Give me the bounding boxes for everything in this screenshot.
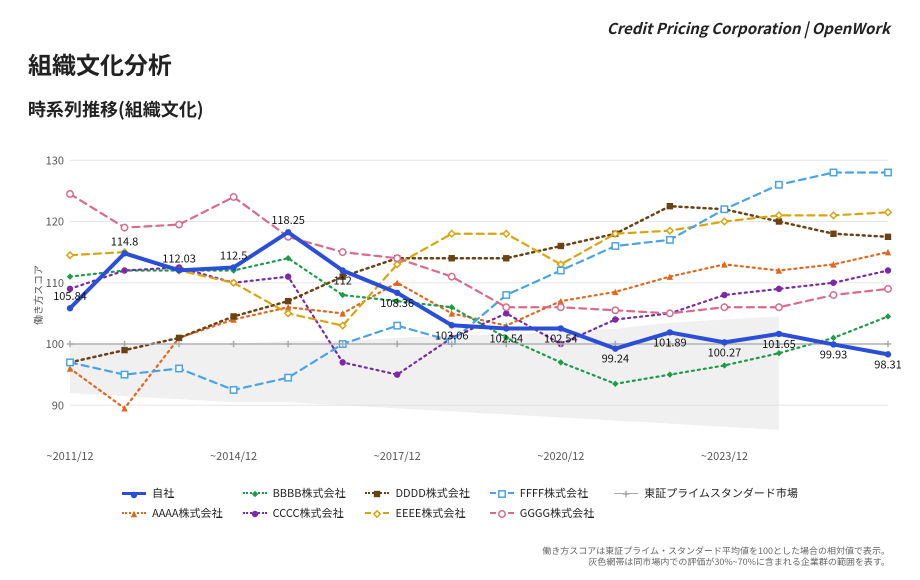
svg-text:105.84: 105.84 (53, 288, 87, 304)
legend-swatch (122, 492, 146, 495)
time-series-chart: 90100110120130~2011/12~2014/12~2017/12~2… (28, 140, 898, 470)
brand-text: Credit Pricing Corporation | OpenWork (607, 18, 890, 39)
svg-text:100: 100 (46, 336, 64, 352)
svg-text:~2014/12: ~2014/12 (210, 448, 257, 464)
svg-text:~2017/12: ~2017/12 (374, 448, 421, 464)
svg-text:~2020/12: ~2020/12 (537, 448, 584, 464)
svg-text:112.03: 112.03 (162, 250, 196, 266)
legend-label: BBBB株式会社 (273, 485, 346, 501)
svg-text:101.89: 101.89 (653, 334, 687, 350)
legend-item-own[interactable]: 自社 (122, 485, 222, 501)
svg-text:101.65: 101.65 (762, 336, 796, 352)
legend-item-eeee[interactable]: EEEE株式会社 (365, 505, 469, 521)
legend-label: 自社 (152, 485, 174, 501)
legend-label: GGGG株式会社 (520, 505, 594, 521)
legend-swatch (614, 493, 638, 494)
legend-item-ffff[interactable]: FFFF株式会社 (490, 485, 594, 501)
svg-text:108.36: 108.36 (380, 295, 414, 311)
svg-text:99.24: 99.24 (602, 351, 629, 367)
legend-swatch (243, 492, 267, 494)
footnote-line-2: 灰色網帯は同市場内での評価が30%~70%に含まれる企業群の範囲を表す。 (542, 556, 890, 568)
page-root: Credit Pricing Corporation | OpenWork 組織… (0, 0, 920, 580)
svg-text:112: 112 (334, 273, 352, 289)
legend-swatch (365, 512, 389, 514)
legend-label: CCCC株式会社 (273, 505, 344, 521)
svg-text:~2011/12: ~2011/12 (46, 448, 93, 464)
svg-text:働き方スコア: 働き方スコア (30, 265, 45, 325)
legend-label: DDDD株式会社 (395, 485, 469, 501)
legend-item-market[interactable]: 東証プライムスタンダード市場 (614, 485, 798, 501)
svg-text:103.06: 103.06 (435, 327, 469, 343)
svg-text:100.27: 100.27 (708, 344, 742, 360)
legend-swatch (490, 492, 514, 494)
svg-text:118.25: 118.25 (271, 212, 305, 228)
svg-text:~2023/12: ~2023/12 (701, 448, 748, 464)
legend-item-dddd[interactable]: DDDD株式会社 (365, 485, 469, 501)
svg-text:90: 90 (52, 397, 64, 413)
legend-item-aaaa[interactable]: AAAA株式会社 (122, 505, 222, 521)
legend-swatch (122, 512, 146, 514)
svg-text:120: 120 (46, 214, 64, 230)
legend-swatch (365, 492, 389, 494)
footnote: 働き方スコアは東証プライム・スタンダード平均値を100とした場合の相対値で表示。… (542, 545, 890, 568)
legend-label: 東証プライムスタンダード市場 (644, 485, 798, 501)
page-title: 組織文化分析 (28, 46, 172, 81)
svg-text:98.31: 98.31 (874, 356, 901, 372)
legend-label: EEEE株式会社 (395, 505, 465, 521)
legend-swatch (243, 512, 267, 514)
svg-text:102.54: 102.54 (544, 330, 578, 346)
chart-legend: 自社 BBBB株式会社 DDDD株式会社 FFFF株式会社 東証プライムスタンダード市場… (0, 485, 920, 521)
legend-label: FFFF株式会社 (520, 485, 588, 501)
legend-label: AAAA株式会社 (152, 505, 222, 521)
svg-text:102.54: 102.54 (489, 330, 523, 346)
svg-text:114.8: 114.8 (111, 233, 138, 249)
legend-item-cccc[interactable]: CCCC株式会社 (243, 505, 346, 521)
legend-swatch (490, 512, 514, 514)
svg-text:130: 130 (46, 152, 64, 168)
svg-text:99.93: 99.93 (820, 346, 847, 362)
legend-item-gggg[interactable]: GGGG株式会社 (490, 505, 594, 521)
section-title: 時系列推移(組織文化) (28, 96, 204, 122)
legend-item-bbbb[interactable]: BBBB株式会社 (243, 485, 346, 501)
svg-text:112.5: 112.5 (220, 247, 247, 263)
